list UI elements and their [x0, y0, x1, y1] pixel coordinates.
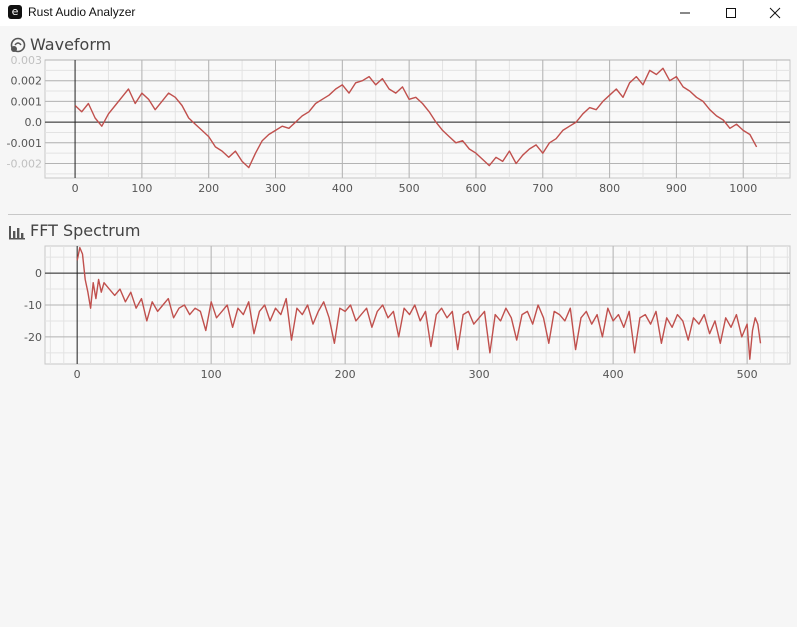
maximize-icon — [726, 8, 736, 18]
x-tick-label: 500 — [399, 182, 420, 195]
y-tick-label: -0.002 — [7, 158, 42, 171]
x-tick-label: 300 — [265, 182, 286, 195]
x-tick-label: 900 — [666, 182, 687, 195]
x-tick-label: 100 — [131, 182, 152, 195]
y-tick-label: -10 — [24, 299, 42, 312]
x-tick-label: 300 — [469, 368, 490, 381]
x-tick-label: 500 — [737, 368, 758, 381]
series-line — [74, 67, 758, 169]
x-tick-label: 400 — [603, 368, 624, 381]
x-tick-label: 0 — [74, 368, 81, 381]
minimize-button[interactable] — [662, 0, 708, 26]
y-tick-label: -20 — [24, 331, 42, 344]
window-title: Rust Audio Analyzer — [28, 5, 136, 19]
y-tick-label: 0.003 — [11, 54, 43, 67]
x-tick-label: 1000 — [729, 182, 757, 195]
waveform-icon — [10, 37, 26, 53]
y-tick-label: 0.0 — [25, 116, 43, 129]
y-tick-label: -0.001 — [7, 137, 42, 150]
section-divider — [8, 214, 791, 215]
fft-title: FFT Spectrum — [30, 221, 141, 240]
y-tick-label: 0 — [35, 267, 42, 280]
title-bar: e Rust Audio Analyzer — [0, 0, 797, 26]
fft-chart: 0 100 200 300 400 500 0 -10 -20 — [24, 245, 791, 381]
waveform-chart: 0 100 200 300 400 500 600 700 800 900 1000 0.003 0.0… — [7, 54, 791, 195]
plot-area — [44, 59, 791, 179]
y-tick-label: 0.002 — [11, 75, 43, 88]
app-icon: e — [8, 5, 22, 19]
x-tick-label: 100 — [201, 368, 222, 381]
bar-chart-icon — [9, 226, 25, 240]
y-tick-label: 0.001 — [11, 95, 43, 108]
x-tick-label: 700 — [532, 182, 553, 195]
minimize-icon — [680, 12, 690, 14]
x-tick-label: 200 — [198, 182, 219, 195]
maximize-button[interactable] — [708, 0, 754, 26]
x-tick-label: 400 — [332, 182, 353, 195]
series-line — [76, 246, 762, 360]
waveform-title: Waveform — [30, 35, 112, 54]
x-tick-label: 0 — [72, 182, 79, 195]
x-tick-label: 600 — [465, 182, 486, 195]
x-tick-label: 800 — [599, 182, 620, 195]
close-icon — [769, 7, 781, 19]
close-button[interactable] — [752, 0, 797, 26]
x-tick-label: 200 — [335, 368, 356, 381]
